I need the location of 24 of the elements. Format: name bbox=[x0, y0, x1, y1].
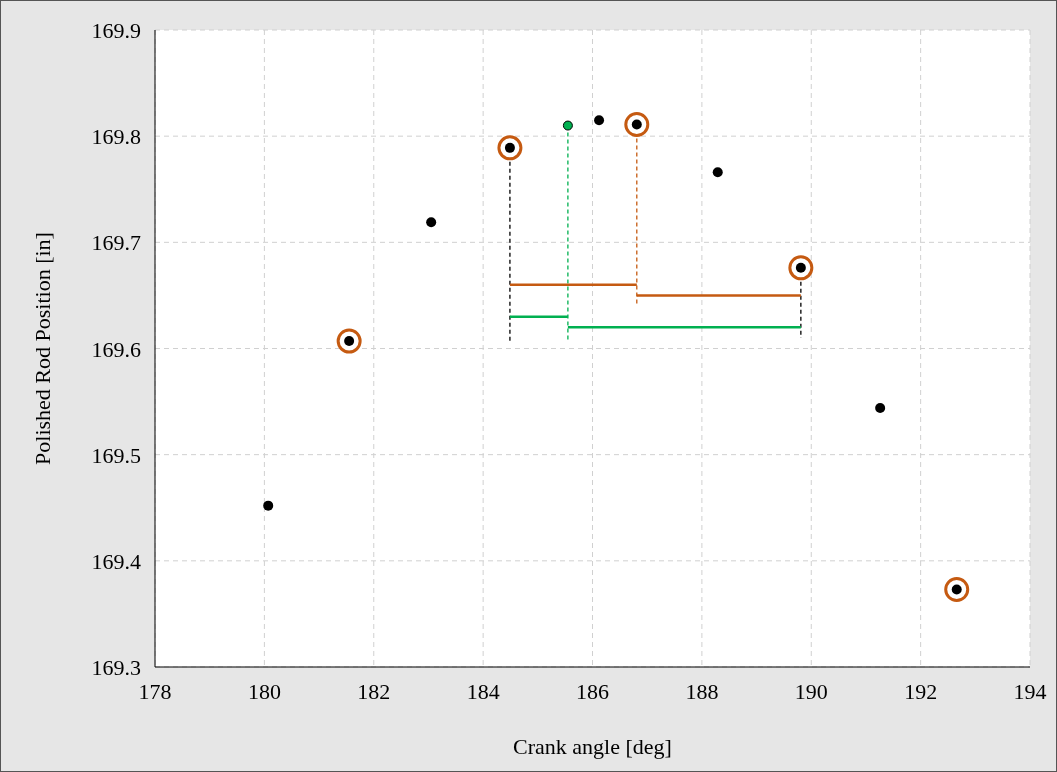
x-tick-label: 188 bbox=[685, 679, 719, 704]
point bbox=[594, 115, 605, 126]
point bbox=[712, 167, 723, 178]
y-tick-label: 169.9 bbox=[91, 18, 141, 43]
x-tick-label: 186 bbox=[576, 679, 609, 704]
x-tick-label: 190 bbox=[794, 679, 828, 704]
y-tick-label: 169.4 bbox=[91, 548, 141, 574]
point bbox=[562, 120, 573, 131]
x-tick-label: 192 bbox=[904, 679, 938, 704]
x-tick-label: 194 bbox=[1013, 679, 1047, 704]
y-tick-label: 169.5 bbox=[91, 442, 141, 468]
y-axis-title: Polished Rod Position [in] bbox=[30, 232, 55, 465]
y-tick-label: 169.7 bbox=[91, 230, 141, 256]
point bbox=[875, 402, 886, 413]
y-tick-label: 169.6 bbox=[91, 336, 141, 362]
x-tick-label: 184 bbox=[466, 679, 500, 704]
y-tick-label: 169.3 bbox=[91, 655, 141, 680]
x-tick-label: 178 bbox=[138, 679, 172, 704]
x-axis-title: Crank angle [deg] bbox=[513, 734, 672, 759]
point bbox=[426, 217, 437, 228]
point bbox=[263, 500, 274, 511]
x-tick-label: 182 bbox=[357, 679, 391, 704]
x-tick-label: 180 bbox=[247, 679, 281, 704]
y-tick-label: 169.8 bbox=[91, 124, 141, 150]
